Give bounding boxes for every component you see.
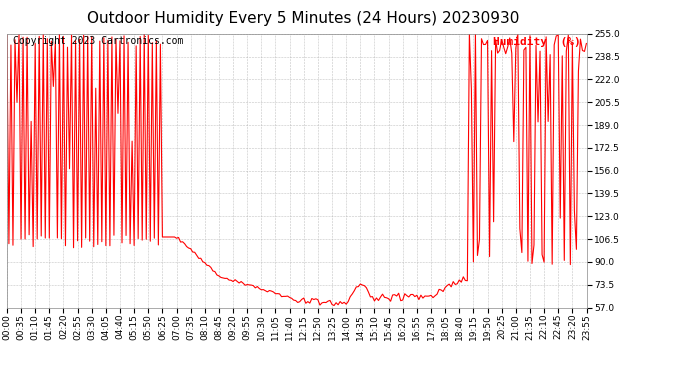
Text: Outdoor Humidity Every 5 Minutes (24 Hours) 20230930: Outdoor Humidity Every 5 Minutes (24 Hou…: [88, 11, 520, 26]
Text: Humidity  (%): Humidity (%): [493, 36, 581, 46]
Text: Copyright 2023 Cartronics.com: Copyright 2023 Cartronics.com: [12, 36, 183, 46]
